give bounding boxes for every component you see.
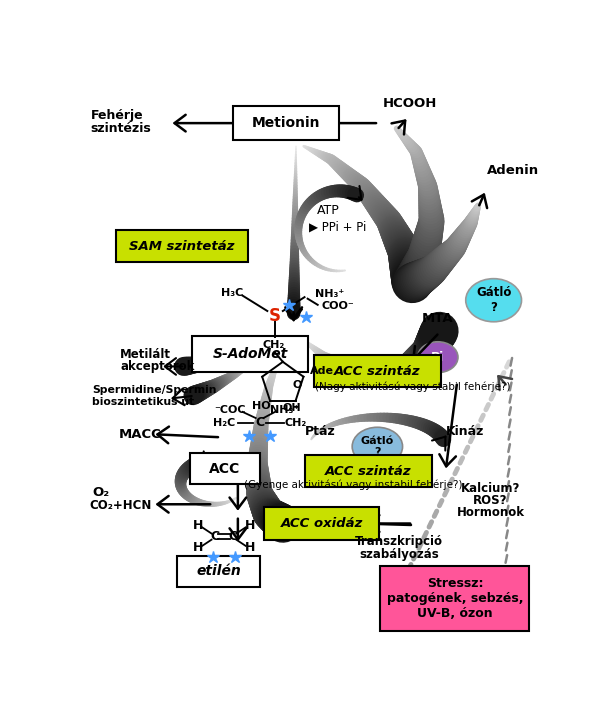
Text: Ade: Ade <box>310 366 334 376</box>
Text: ATP: ATP <box>317 205 340 218</box>
Text: H: H <box>245 541 255 554</box>
Text: Fehérje: Fehérje <box>91 109 143 122</box>
Text: H: H <box>245 519 255 532</box>
Text: H: H <box>192 519 203 532</box>
Text: O₂: O₂ <box>92 486 109 499</box>
Text: C: C <box>228 530 238 543</box>
Text: CH₂: CH₂ <box>284 418 307 428</box>
Text: S-AdoMet: S-AdoMet <box>213 347 288 361</box>
Text: Stressz:
patogének, sebzés,
UV-B, ózon: Stressz: patogének, sebzés, UV-B, ózon <box>386 577 523 620</box>
Text: (Gyenge aktivitású vagy instabil fehérje?): (Gyenge aktivitású vagy instabil fehérje… <box>244 480 463 490</box>
Text: akceptorok: akceptorok <box>120 360 195 373</box>
Text: Adenin: Adenin <box>487 164 540 177</box>
Text: C: C <box>255 416 264 429</box>
Text: Kalcium?: Kalcium? <box>461 482 520 495</box>
Text: MTA: MTA <box>422 312 454 325</box>
Text: C: C <box>210 530 219 543</box>
Text: H₂C: H₂C <box>213 418 235 428</box>
Text: ⁻COC: ⁻COC <box>215 404 246 414</box>
Text: CH₂: CH₂ <box>263 340 285 350</box>
FancyBboxPatch shape <box>233 106 338 140</box>
FancyBboxPatch shape <box>190 454 260 484</box>
FancyBboxPatch shape <box>305 455 432 488</box>
Ellipse shape <box>466 279 522 322</box>
Text: NH₃⁺: NH₃⁺ <box>316 289 344 299</box>
Text: Metilált: Metilált <box>120 348 171 360</box>
Text: Metionin: Metionin <box>252 116 320 130</box>
Ellipse shape <box>352 427 403 466</box>
FancyBboxPatch shape <box>264 508 379 540</box>
Text: ACC: ACC <box>209 462 240 476</box>
Text: Spermidine/Spermin: Spermidine/Spermin <box>92 386 217 396</box>
FancyBboxPatch shape <box>314 355 441 387</box>
Text: Pi: Pi <box>431 350 445 364</box>
Text: HO: HO <box>252 401 270 411</box>
Text: ACC oxidáz: ACC oxidáz <box>281 517 363 530</box>
FancyBboxPatch shape <box>177 556 260 587</box>
Text: MACC: MACC <box>118 428 161 441</box>
Text: HCOOH: HCOOH <box>383 97 437 110</box>
Text: O: O <box>292 380 302 390</box>
FancyBboxPatch shape <box>380 566 529 630</box>
Text: Ptáz: Ptáz <box>305 424 335 437</box>
Text: OH: OH <box>283 403 302 413</box>
Text: Transzkripció: Transzkripció <box>355 536 443 549</box>
Text: bioszintetikus út: bioszintetikus út <box>92 397 194 407</box>
Text: Kináz: Kináz <box>445 424 484 437</box>
Text: H: H <box>192 541 203 554</box>
Text: Gátló
?: Gátló ? <box>361 436 394 457</box>
Text: Hormonok: Hormonok <box>457 506 525 519</box>
Text: H₃C: H₃C <box>221 287 243 297</box>
Text: szintézis: szintézis <box>91 122 151 135</box>
FancyBboxPatch shape <box>116 230 248 263</box>
Text: szabályozás: szabályozás <box>359 548 439 561</box>
Text: Gátló
?: Gátló ? <box>476 286 511 314</box>
Text: CO₂+HCN: CO₂+HCN <box>89 499 151 513</box>
Text: ACC szintáz: ACC szintáz <box>334 365 421 378</box>
Text: SAM szintetáz: SAM szintetáz <box>129 240 235 253</box>
Text: (Nagy aktivitású vagy stabil fehérje?): (Nagy aktivitású vagy stabil fehérje?) <box>316 381 511 392</box>
Text: ROS?: ROS? <box>473 494 508 507</box>
Text: S: S <box>269 307 281 325</box>
Text: ▶ PPi + Pi: ▶ PPi + Pi <box>309 220 367 233</box>
Text: etilén: etilén <box>196 564 241 578</box>
Text: NH₃⁺: NH₃⁺ <box>270 404 299 414</box>
FancyBboxPatch shape <box>192 337 308 372</box>
Text: ACC szintáz: ACC szintáz <box>325 465 412 477</box>
Text: COO⁻: COO⁻ <box>322 302 355 312</box>
Ellipse shape <box>418 342 458 373</box>
